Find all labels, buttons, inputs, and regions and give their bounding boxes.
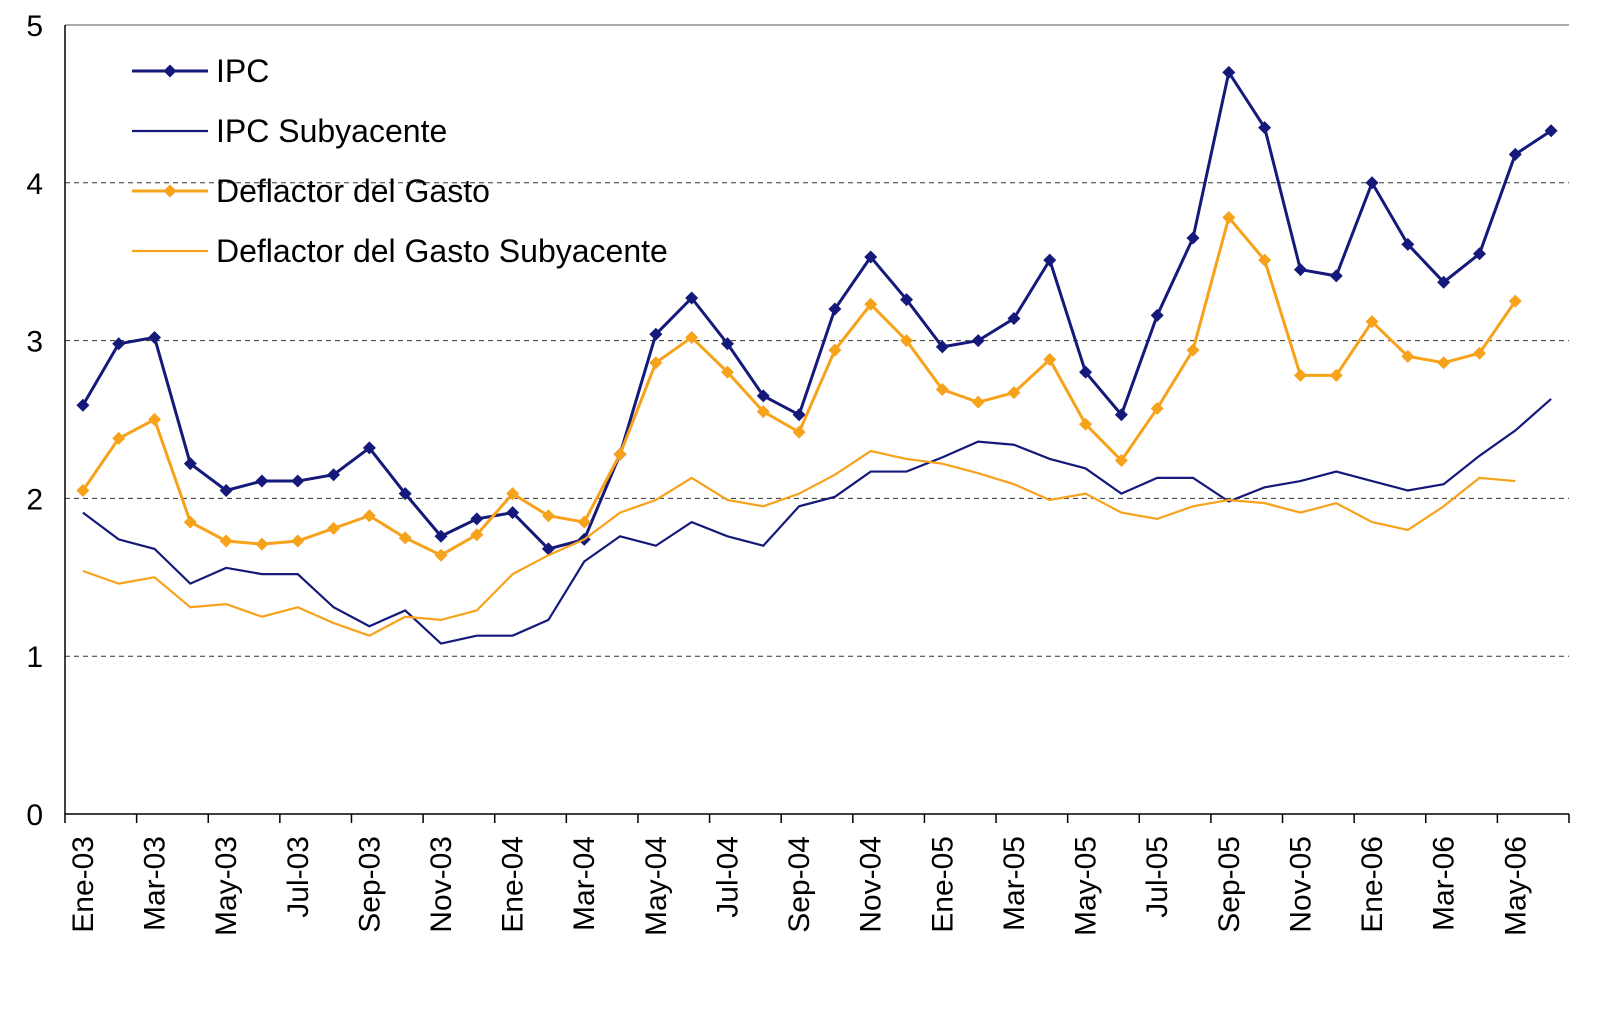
- data-point: [255, 475, 268, 488]
- legend-label: Deflactor del Gasto: [216, 173, 490, 209]
- chart: 0 1 2 3 4 5 Ene-03 Mar-03 May-03 Jul-03 Sep-03 Nov-…: [0, 0, 1623, 1011]
- data-point: [1366, 176, 1379, 189]
- legend-marker: [164, 65, 177, 78]
- data-point: [291, 475, 304, 488]
- data-point: [327, 522, 340, 535]
- x-tick-label: Sep-04: [783, 836, 816, 933]
- legend-marker: [164, 185, 177, 198]
- data-point: [255, 538, 268, 551]
- data-point: [184, 516, 197, 529]
- data-point: [76, 399, 89, 412]
- x-tick-label: Mar-04: [568, 836, 601, 931]
- legend-label: IPC Subyacente: [216, 113, 447, 149]
- data-point: [1294, 369, 1307, 382]
- legend-label: Deflactor del Gasto Subyacente: [216, 233, 668, 269]
- x-tick-label: Mar-06: [1428, 836, 1461, 931]
- x-tick-label: Mar-05: [998, 836, 1031, 931]
- x-tick-label: Jul-03: [282, 836, 315, 918]
- x-tick-label: May-05: [1070, 836, 1103, 936]
- series-line: [83, 399, 1551, 644]
- data-point: [148, 413, 161, 426]
- x-tick-label: Ene-03: [67, 836, 100, 933]
- data-point: [148, 331, 161, 344]
- legend-label: IPC: [216, 53, 269, 89]
- y-tick-label: 0: [26, 799, 43, 832]
- data-point: [1330, 269, 1343, 282]
- data-point: [1437, 356, 1450, 369]
- data-point: [1151, 309, 1164, 322]
- data-point: [291, 535, 304, 548]
- x-tick-label: May-03: [210, 836, 243, 936]
- data-point: [112, 337, 125, 350]
- data-point: [1294, 263, 1307, 276]
- x-tick-label: Jul-04: [711, 836, 744, 918]
- page: {"chart_data": {"type": "line", "categor…: [0, 0, 1623, 1011]
- data-point: [470, 512, 483, 525]
- x-tick-label: Mar-03: [139, 836, 172, 931]
- x-tick-label: Ene-04: [497, 836, 530, 933]
- x-tick-label: Ene-06: [1356, 836, 1389, 933]
- x-tick-label: Nov-05: [1284, 836, 1317, 933]
- x-tick-label: Sep-03: [353, 836, 386, 933]
- y-tick-label: 5: [26, 10, 43, 43]
- data-point: [793, 426, 806, 439]
- data-point: [220, 535, 233, 548]
- data-point: [972, 396, 985, 409]
- x-tick-label: Nov-04: [855, 836, 888, 933]
- data-point: [1187, 232, 1200, 245]
- x-tick-label: Jul-05: [1141, 836, 1174, 918]
- y-tick-label: 2: [26, 483, 43, 516]
- y-tick-label: 1: [26, 641, 43, 674]
- y-tick-label: 4: [26, 168, 43, 201]
- x-tick-label: Ene-05: [926, 836, 959, 933]
- y-tick-label: 3: [26, 326, 43, 359]
- x-tick-label: May-04: [640, 836, 673, 936]
- x-tick-label: May-06: [1499, 836, 1532, 936]
- x-tick-label: Nov-03: [425, 836, 458, 933]
- x-tick-label: Sep-05: [1213, 836, 1246, 933]
- data-point: [435, 549, 448, 562]
- data-point: [614, 448, 627, 461]
